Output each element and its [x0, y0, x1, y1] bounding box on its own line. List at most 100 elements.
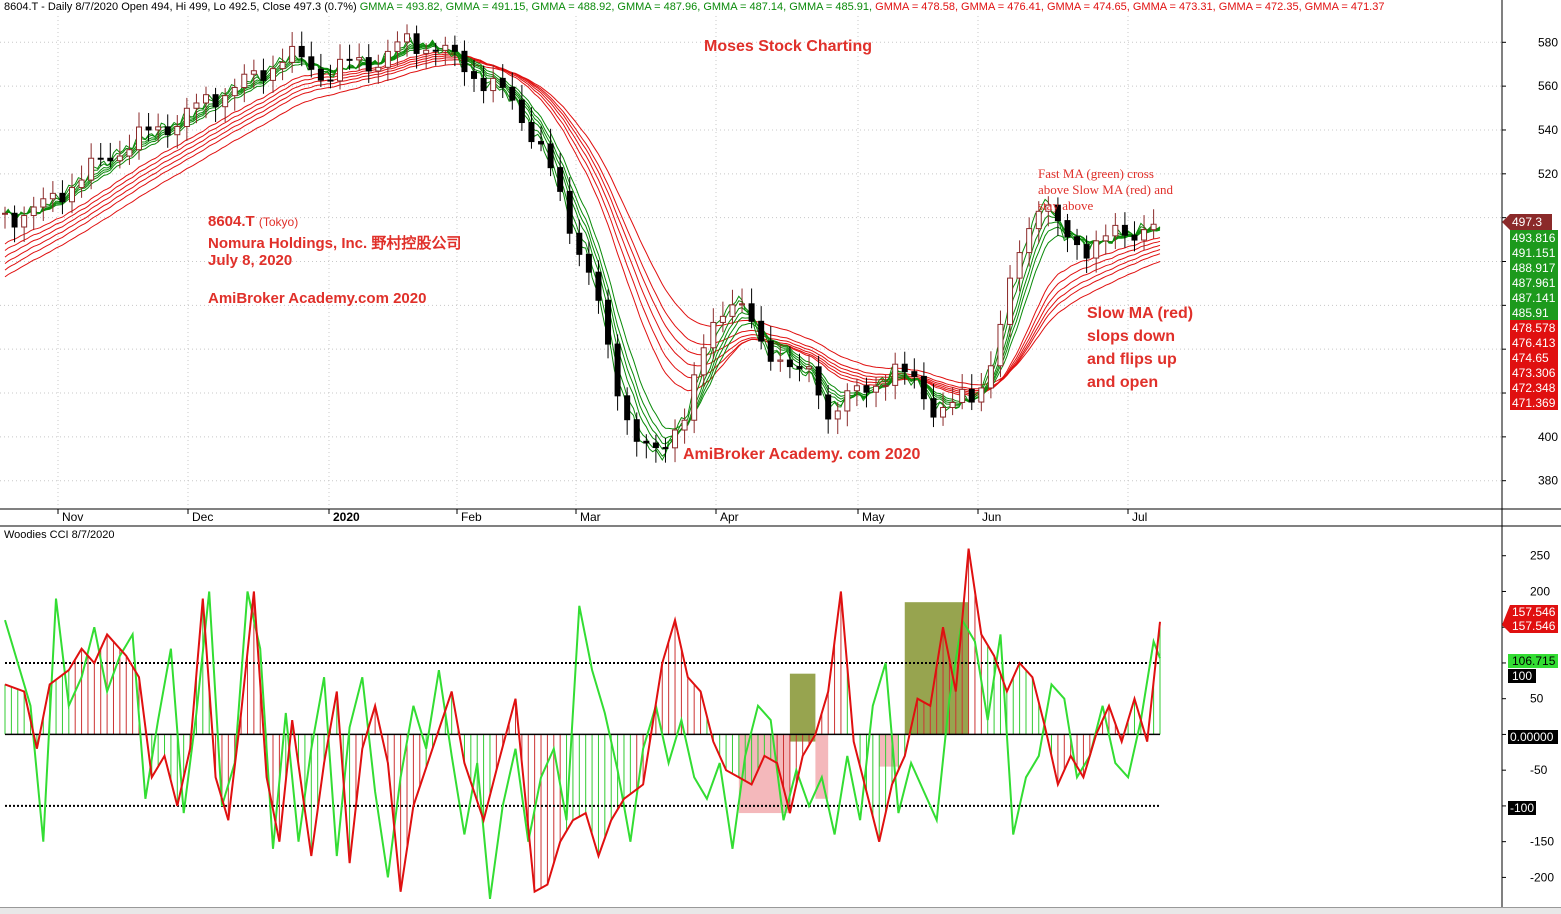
x-tick-label: Dec	[192, 510, 213, 524]
candle-body	[432, 49, 439, 52]
candle-body	[767, 340, 774, 362]
candle-body	[968, 388, 975, 403]
chart-header: 8604.T - Daily 8/7/2020 Open 494, Hi 499…	[4, 1, 1384, 13]
candle-body	[490, 77, 497, 92]
candle-body	[557, 167, 564, 192]
candle-body	[576, 232, 583, 255]
candle-body	[423, 49, 430, 54]
candle-body	[538, 141, 545, 145]
cci-tick-label: -50	[1530, 763, 1548, 777]
cci-zone-red	[879, 734, 899, 767]
slow-ma-line-0	[4, 51, 1161, 397]
candle-body	[566, 190, 573, 234]
candle-body	[930, 398, 937, 418]
slow-ma-axis-box	[1510, 395, 1558, 410]
fast-ma-axis-box	[1510, 290, 1558, 305]
candle-body	[250, 70, 257, 75]
candle-body	[1150, 223, 1157, 231]
sheet-tab-bar[interactable]	[0, 907, 1561, 914]
moses-title: Moses Stock Charting	[704, 38, 873, 55]
slow-ma-axis-label: 474.65	[1512, 351, 1549, 365]
candle-body	[777, 359, 784, 362]
candle-body	[308, 56, 315, 70]
candle-body	[1064, 220, 1071, 238]
gmma-value-1: GMMA = 491.15,	[442, 1, 529, 13]
candle-body	[633, 419, 640, 442]
fast-ma-line-5	[4, 45, 1161, 430]
fast-ma-axis-box	[1510, 275, 1558, 290]
gmma-value-6: GMMA = 478.58,	[872, 1, 958, 13]
candle-body	[729, 304, 736, 317]
slow-ma-axis-box	[1510, 380, 1558, 395]
candle-body	[853, 385, 860, 392]
x-tick-label: Feb	[461, 510, 482, 524]
fast-ma-axis-box	[1510, 230, 1558, 245]
price-tick-label: 560	[1538, 79, 1558, 93]
candle-body	[1141, 229, 1148, 241]
candle-body	[241, 73, 248, 89]
candle-body	[2, 212, 8, 215]
candle-body	[298, 45, 305, 58]
fast-ma-axis-label: 485.91	[1512, 306, 1549, 320]
cci-100-label: 100	[1512, 669, 1532, 683]
slow-ma-axis-label: 476.413	[1512, 336, 1556, 350]
cci-minus100-label: -100	[1510, 801, 1534, 815]
x-tick-label: Mar	[580, 510, 601, 524]
candle-body	[662, 447, 669, 450]
candle-body	[997, 323, 1004, 367]
cci-line	[4, 548, 1161, 894]
gmma-value-9: GMMA = 473.31,	[1129, 1, 1216, 13]
candle-body	[1016, 252, 1023, 279]
slow-ma-line-5	[4, 63, 1161, 386]
symbol-label: 8604.T (Tokyo)	[208, 213, 298, 230]
slow-ma-line-3	[4, 57, 1161, 392]
candle-body	[11, 212, 18, 228]
candle-body	[413, 33, 420, 54]
candle-body	[107, 157, 114, 162]
candle-body	[289, 45, 296, 63]
slow-ma-axis-box	[1510, 350, 1558, 365]
candle-body	[49, 192, 56, 200]
candle-body	[719, 315, 726, 323]
candle-body	[949, 401, 956, 409]
cci-tick-label: -150	[1530, 835, 1554, 849]
candle-body	[825, 394, 832, 420]
candle-body	[1093, 240, 1100, 259]
cci-100-box	[1508, 669, 1536, 683]
candle-body	[1083, 244, 1090, 259]
candle-body	[672, 429, 679, 449]
x-tick-label: Jul	[1132, 510, 1147, 524]
candle-body	[901, 363, 908, 373]
candle-body	[212, 94, 219, 108]
candle-body	[758, 320, 765, 342]
candle-body	[1054, 204, 1061, 222]
candle-body	[375, 66, 382, 72]
candle-body	[585, 253, 592, 273]
fast-ma-line-0	[4, 36, 1161, 462]
candle-body	[337, 58, 344, 82]
candle-body	[279, 61, 286, 70]
company-label: Nomura Holdings, Inc. 野村控股公司	[208, 235, 462, 252]
slow-ma-axis-box	[1510, 335, 1558, 350]
candle-body	[1102, 235, 1109, 242]
cci-zero-box	[1508, 730, 1558, 744]
candle-body	[116, 155, 123, 162]
candle-body	[605, 299, 612, 345]
fast-ma-axis-label: 488.917	[1512, 261, 1556, 275]
gmma-values: GMMA = 493.82, GMMA = 491.15, GMMA = 488…	[360, 1, 1385, 13]
fast-ma-axis-label: 487.961	[1512, 276, 1556, 290]
candle-body	[499, 77, 506, 88]
fast-ma-axis-box	[1510, 260, 1558, 275]
candle-body	[643, 440, 650, 444]
fast-ma-axis-label: 491.151	[1512, 246, 1556, 260]
slow-ma-note-4: and open	[1087, 374, 1159, 391]
candle-body	[873, 385, 880, 393]
fast-ma-axis-label: 487.141	[1512, 291, 1556, 305]
candle-body	[834, 410, 841, 420]
slow-ma-axis-label: 478.578	[1512, 321, 1556, 335]
candle-body	[222, 95, 229, 108]
candle-body	[327, 79, 334, 82]
candle-body	[806, 366, 813, 370]
x-tick-label: 2020	[333, 510, 360, 524]
